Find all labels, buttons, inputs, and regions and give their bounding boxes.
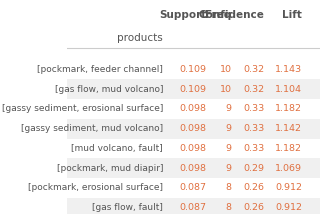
Text: [gassy sediment, erosional surface]: [gassy sediment, erosional surface] [2, 104, 163, 113]
Text: 0.26: 0.26 [244, 183, 264, 192]
Text: 0.33: 0.33 [243, 124, 264, 133]
FancyBboxPatch shape [67, 119, 320, 138]
FancyBboxPatch shape [67, 138, 320, 158]
Text: 0.32: 0.32 [243, 85, 264, 94]
Text: Confidence: Confidence [198, 10, 264, 20]
Text: 0.33: 0.33 [243, 144, 264, 153]
Text: [mud volcano, fault]: [mud volcano, fault] [71, 144, 163, 153]
Text: [gas flow, mud volcano]: [gas flow, mud volcano] [55, 85, 163, 94]
Text: 0.087: 0.087 [179, 183, 206, 192]
Text: 9: 9 [226, 144, 231, 153]
FancyBboxPatch shape [67, 178, 320, 198]
FancyBboxPatch shape [67, 59, 320, 79]
Text: [gassy sediment, mud volcano]: [gassy sediment, mud volcano] [21, 124, 163, 133]
Text: 9: 9 [226, 164, 231, 173]
Text: 0.109: 0.109 [179, 65, 206, 74]
Text: 0.098: 0.098 [179, 104, 206, 113]
Text: 9: 9 [226, 104, 231, 113]
Text: 0.912: 0.912 [275, 183, 302, 192]
Text: 0.098: 0.098 [179, 164, 206, 173]
FancyBboxPatch shape [67, 79, 320, 99]
Text: 1.069: 1.069 [275, 164, 302, 173]
Text: 1.143: 1.143 [275, 65, 302, 74]
Text: 1.104: 1.104 [275, 85, 302, 94]
Text: 0.32: 0.32 [243, 65, 264, 74]
Text: [pockmark, feeder channel]: [pockmark, feeder channel] [37, 65, 163, 74]
Text: 0.098: 0.098 [179, 144, 206, 153]
Text: Support: Support [159, 10, 206, 20]
Text: Lift: Lift [283, 10, 302, 20]
Text: [pockmark, mud diapir]: [pockmark, mud diapir] [57, 164, 163, 173]
Text: 0.26: 0.26 [244, 203, 264, 212]
FancyBboxPatch shape [67, 158, 320, 178]
FancyBboxPatch shape [67, 99, 320, 119]
Text: 8: 8 [226, 203, 231, 212]
Text: 8: 8 [226, 183, 231, 192]
Text: 0.098: 0.098 [179, 124, 206, 133]
Text: 9: 9 [226, 124, 231, 133]
Text: 10: 10 [220, 65, 231, 74]
Text: 0.912: 0.912 [275, 203, 302, 212]
Text: [pockmark, erosional surface]: [pockmark, erosional surface] [28, 183, 163, 192]
Text: 0.109: 0.109 [179, 85, 206, 94]
FancyBboxPatch shape [67, 198, 320, 214]
Text: 1.142: 1.142 [275, 124, 302, 133]
Text: 10: 10 [220, 85, 231, 94]
Text: 0.087: 0.087 [179, 203, 206, 212]
Text: [gas flow, fault]: [gas flow, fault] [92, 203, 163, 212]
Text: Freq: Freq [205, 10, 231, 20]
Text: 1.182: 1.182 [275, 144, 302, 153]
Text: 0.29: 0.29 [244, 164, 264, 173]
Text: 1.182: 1.182 [275, 104, 302, 113]
Text: products: products [117, 33, 163, 43]
Text: 0.33: 0.33 [243, 104, 264, 113]
